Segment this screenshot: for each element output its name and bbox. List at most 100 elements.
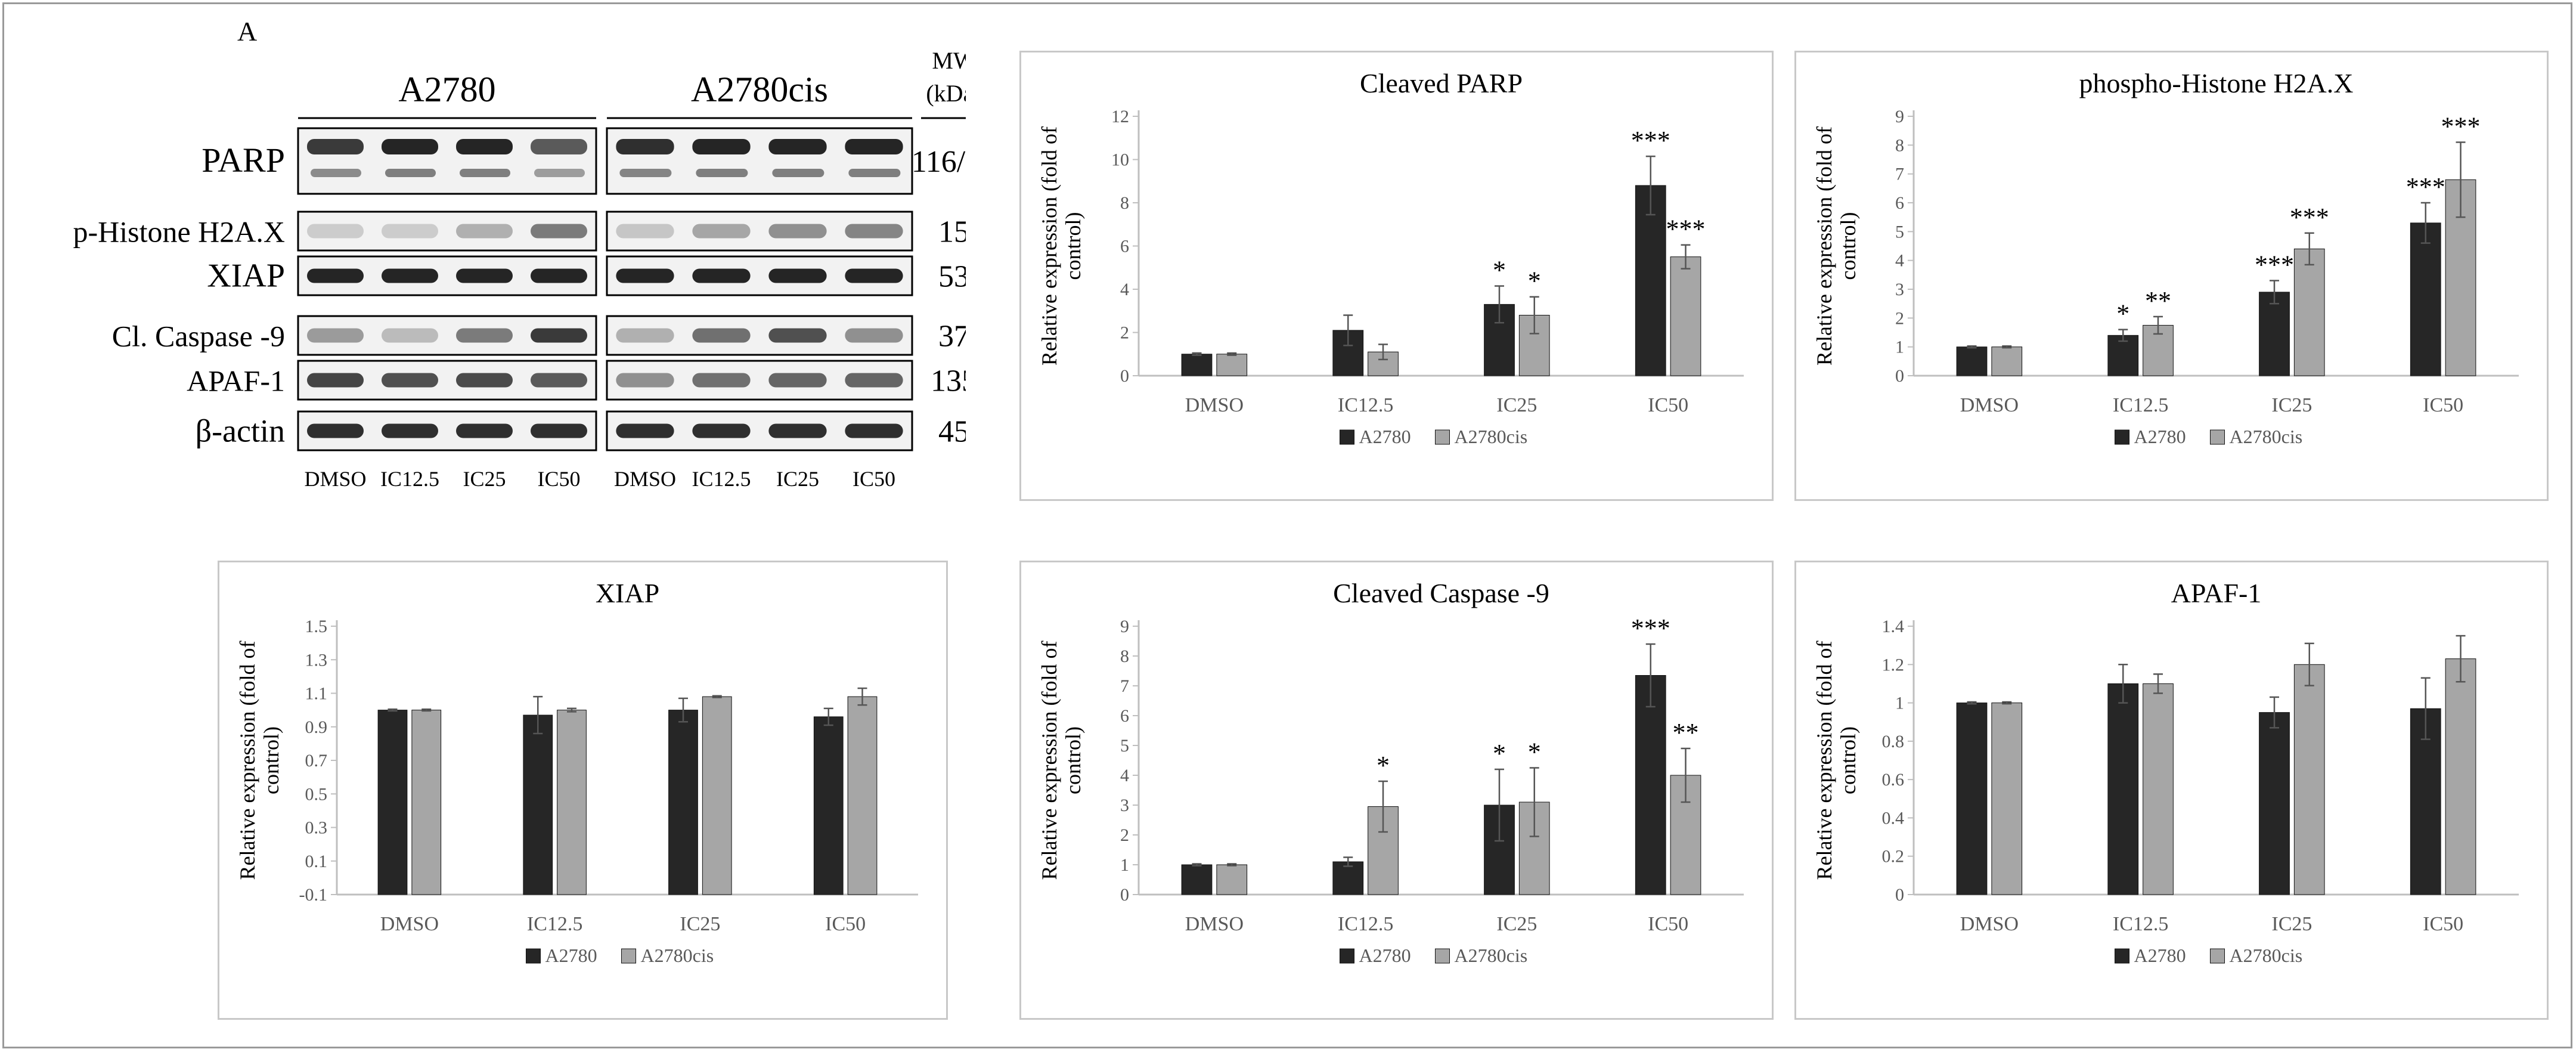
- blot-band: [382, 423, 438, 438]
- legend-label: A2780: [2134, 945, 2186, 966]
- blot-band: [768, 328, 827, 343]
- x-tick-label: IC25: [2271, 394, 2312, 416]
- blot-band: [845, 423, 903, 438]
- y-axis-label: Relative expression (fold ofcontrol): [1812, 641, 1860, 880]
- blot-band: [616, 423, 674, 438]
- lane-label: IC25: [463, 467, 506, 491]
- x-tick-label: DMSO: [1960, 913, 2019, 935]
- protein-label: Cl. Caspase -9: [112, 320, 285, 353]
- blot-band: [307, 328, 364, 343]
- significance-label: *: [2116, 299, 2129, 329]
- y-tick-label: 1.3: [305, 650, 328, 670]
- bar: [1216, 864, 1248, 895]
- blot-band: [307, 224, 364, 239]
- blot-band: [616, 224, 674, 239]
- y-tick-label: 0: [1120, 885, 1129, 905]
- bar: [523, 714, 553, 895]
- blot-band: [768, 423, 827, 438]
- y-tick-label: 0: [1120, 366, 1129, 386]
- legend-label: A2780cis: [1455, 426, 1528, 447]
- y-tick-label: 7: [1895, 165, 1904, 184]
- y-tick-label: 2: [1120, 323, 1129, 343]
- significance-label: ***: [1666, 215, 1706, 244]
- significance-label: **: [2145, 286, 2171, 315]
- blot-band: [768, 224, 827, 239]
- mw-value: 135: [931, 364, 966, 398]
- mw-value: 116/89: [912, 145, 966, 179]
- y-tick-label: 0.2: [1882, 847, 1905, 867]
- chart-xiap: DXIAPRelative expression (fold ofcontrol…: [218, 561, 948, 1020]
- bar: [1216, 354, 1248, 376]
- bar: [1670, 256, 1701, 376]
- y-tick-label: 0.4: [1882, 808, 1905, 828]
- x-tick-label: DMSO: [1185, 913, 1244, 935]
- bar: [2293, 664, 2325, 895]
- significance-label: *: [1528, 267, 1541, 296]
- significance-label: ***: [2255, 250, 2294, 280]
- legend-label: A2780: [2134, 426, 2186, 447]
- bar: [847, 696, 878, 895]
- blot-band-cleaved: [619, 169, 672, 177]
- significance-label: *: [1377, 751, 1390, 780]
- lane-label: IC25: [776, 467, 819, 491]
- blot-band: [616, 139, 674, 154]
- legend-swatch: [2115, 429, 2129, 445]
- blot-band: [845, 139, 903, 154]
- protein-label: β-actin: [196, 413, 285, 449]
- y-tick-label: 10: [1111, 150, 1129, 170]
- x-tick-label: IC50: [1648, 394, 1688, 416]
- bar: [2410, 222, 2441, 376]
- blot-membrane: [606, 127, 913, 195]
- y-tick-label: 5: [1120, 736, 1129, 756]
- y-tick-label: -0.1: [299, 885, 328, 905]
- blot-band: [531, 268, 587, 283]
- blot-band: [616, 268, 674, 283]
- mw-value: 53: [938, 260, 966, 294]
- y-tick-label: 6: [1895, 193, 1904, 213]
- bar: [2259, 712, 2290, 895]
- significance-label: ***: [2441, 112, 2481, 141]
- blot-band: [692, 139, 751, 154]
- x-tick-label: IC50: [1648, 913, 1688, 935]
- chart-title: Cleaved Caspase -9: [1333, 578, 1549, 608]
- y-tick-label: 1.1: [305, 684, 328, 704]
- mw-header: MW: [932, 47, 966, 74]
- blot-band: [456, 268, 513, 283]
- legend-swatch: [526, 948, 541, 964]
- bar: [1635, 185, 1666, 376]
- blot-band: [845, 268, 903, 283]
- y-tick-label: 0.9: [305, 717, 328, 737]
- y-tick-label: 9: [1895, 107, 1904, 126]
- significance-label: ***: [1631, 614, 1670, 643]
- cell-line-label: A2780cis: [691, 70, 828, 109]
- y-tick-label: 0.3: [305, 818, 328, 838]
- y-axis-label: Relative expression (fold ofcontrol): [1037, 126, 1085, 366]
- mw-value: 37: [938, 320, 966, 354]
- blot-band-cleaved: [696, 169, 748, 177]
- blot-band-cleaved: [460, 169, 510, 177]
- bar: [668, 710, 698, 895]
- mw-unit: (kDa): [926, 80, 966, 107]
- bar: [411, 710, 442, 895]
- blot-band: [768, 373, 827, 388]
- blot-band: [382, 224, 438, 239]
- panel-letter: A: [237, 16, 257, 47]
- blot-band: [456, 139, 513, 154]
- bar: [1991, 703, 2023, 895]
- bar: [2293, 248, 2325, 376]
- bar: [1332, 861, 1364, 895]
- significance-label: *: [1493, 739, 1506, 768]
- legend-swatch: [1340, 429, 1354, 445]
- blot-band: [307, 268, 364, 283]
- bar: [813, 716, 844, 895]
- blot-band: [531, 328, 587, 343]
- y-tick-label: 3: [1120, 796, 1129, 815]
- blot-band-cleaved: [534, 169, 585, 177]
- chart-title: phospho-Histone H2A.X: [2079, 68, 2354, 98]
- y-tick-label: 7: [1120, 676, 1129, 696]
- y-tick-label: 6: [1120, 237, 1129, 256]
- y-tick-label: 8: [1120, 646, 1129, 666]
